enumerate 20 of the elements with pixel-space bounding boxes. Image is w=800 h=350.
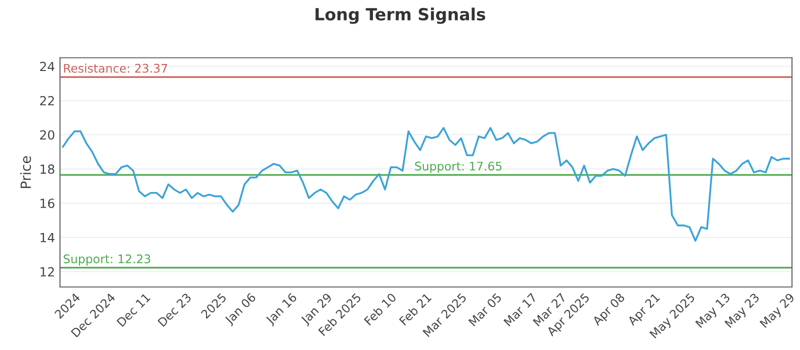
x-tick-label: Dec 23	[157, 292, 192, 327]
ref-line-label: Support: 12.23	[64, 254, 150, 266]
x-tick-label: Feb 10	[364, 292, 397, 326]
x-tick-label: Feb 21	[398, 292, 432, 326]
y-tick-label: 18	[40, 164, 54, 174]
ref-line-label: Resistance: 23.37	[64, 64, 168, 73]
y-tick-label: 20	[40, 130, 54, 140]
y-tick-label: 12	[40, 267, 54, 276]
y-axis-title: Price	[20, 156, 31, 188]
x-tick-label: Jan 16	[264, 292, 299, 326]
y-tick-label: 14	[40, 233, 54, 242]
x-tick-label: Mar 05	[468, 292, 502, 327]
chart-title: Long Term Signals	[316, 8, 486, 24]
x-tick-label: Apr 08	[592, 292, 627, 328]
y-tick-label: 16	[40, 198, 54, 208]
y-tick-label: 22	[40, 96, 54, 106]
x-tick-label: Dec 11	[116, 292, 151, 327]
ref-line-label: Support: 17.65	[415, 162, 502, 173]
y-tick-label: 24	[40, 62, 54, 72]
line-series	[62, 126, 790, 242]
